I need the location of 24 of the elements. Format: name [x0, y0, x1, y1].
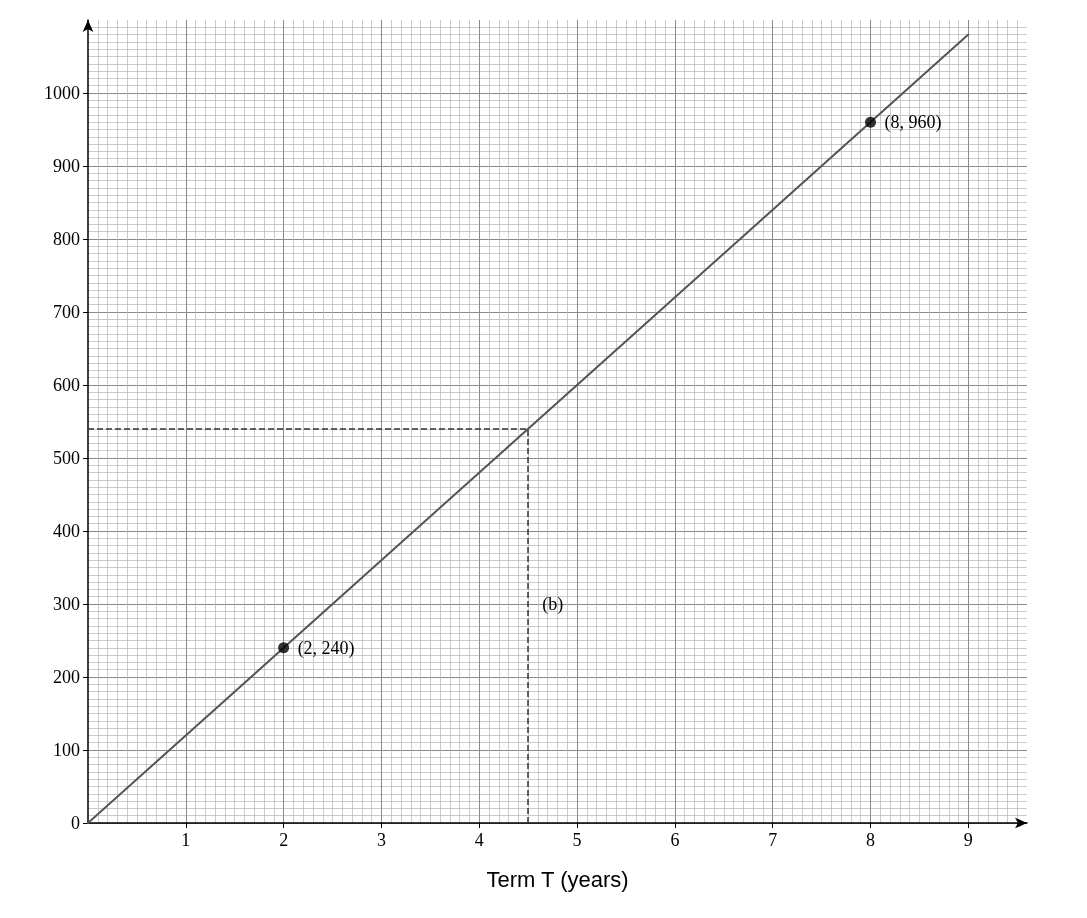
annotation: (2, 240)	[297, 637, 355, 659]
y-tick-label: 1000	[44, 83, 80, 103]
x-tick-label: 3	[376, 830, 386, 850]
y-tick-label: 300	[53, 594, 80, 614]
x-tick-label: 2	[279, 830, 289, 850]
x-axis-title: Term T (years)	[486, 866, 629, 892]
x-tick-label: 9	[963, 830, 973, 850]
y-tick-label: 900	[53, 156, 80, 176]
x-tick-label: 6	[670, 830, 680, 850]
annotation: (8, 960)	[884, 112, 942, 134]
x-tick-label: 5	[572, 830, 582, 850]
y-tick-label: 400	[53, 521, 80, 541]
y-tick-label: 600	[53, 375, 80, 395]
y-tick-label: 500	[53, 448, 80, 468]
x-tick-label: 4	[474, 830, 484, 850]
y-tick-label: 800	[53, 229, 80, 249]
x-tick-label: 1	[181, 830, 191, 850]
x-tick-label: 8	[866, 830, 875, 850]
x-tick-label: 7	[768, 830, 778, 850]
y-tick-label: 0	[71, 813, 80, 833]
y-tick-label: 100	[53, 740, 80, 760]
y-tick-label: 700	[53, 302, 80, 322]
y-tick-label: 200	[53, 667, 80, 687]
annotation: (b)	[542, 594, 564, 615]
